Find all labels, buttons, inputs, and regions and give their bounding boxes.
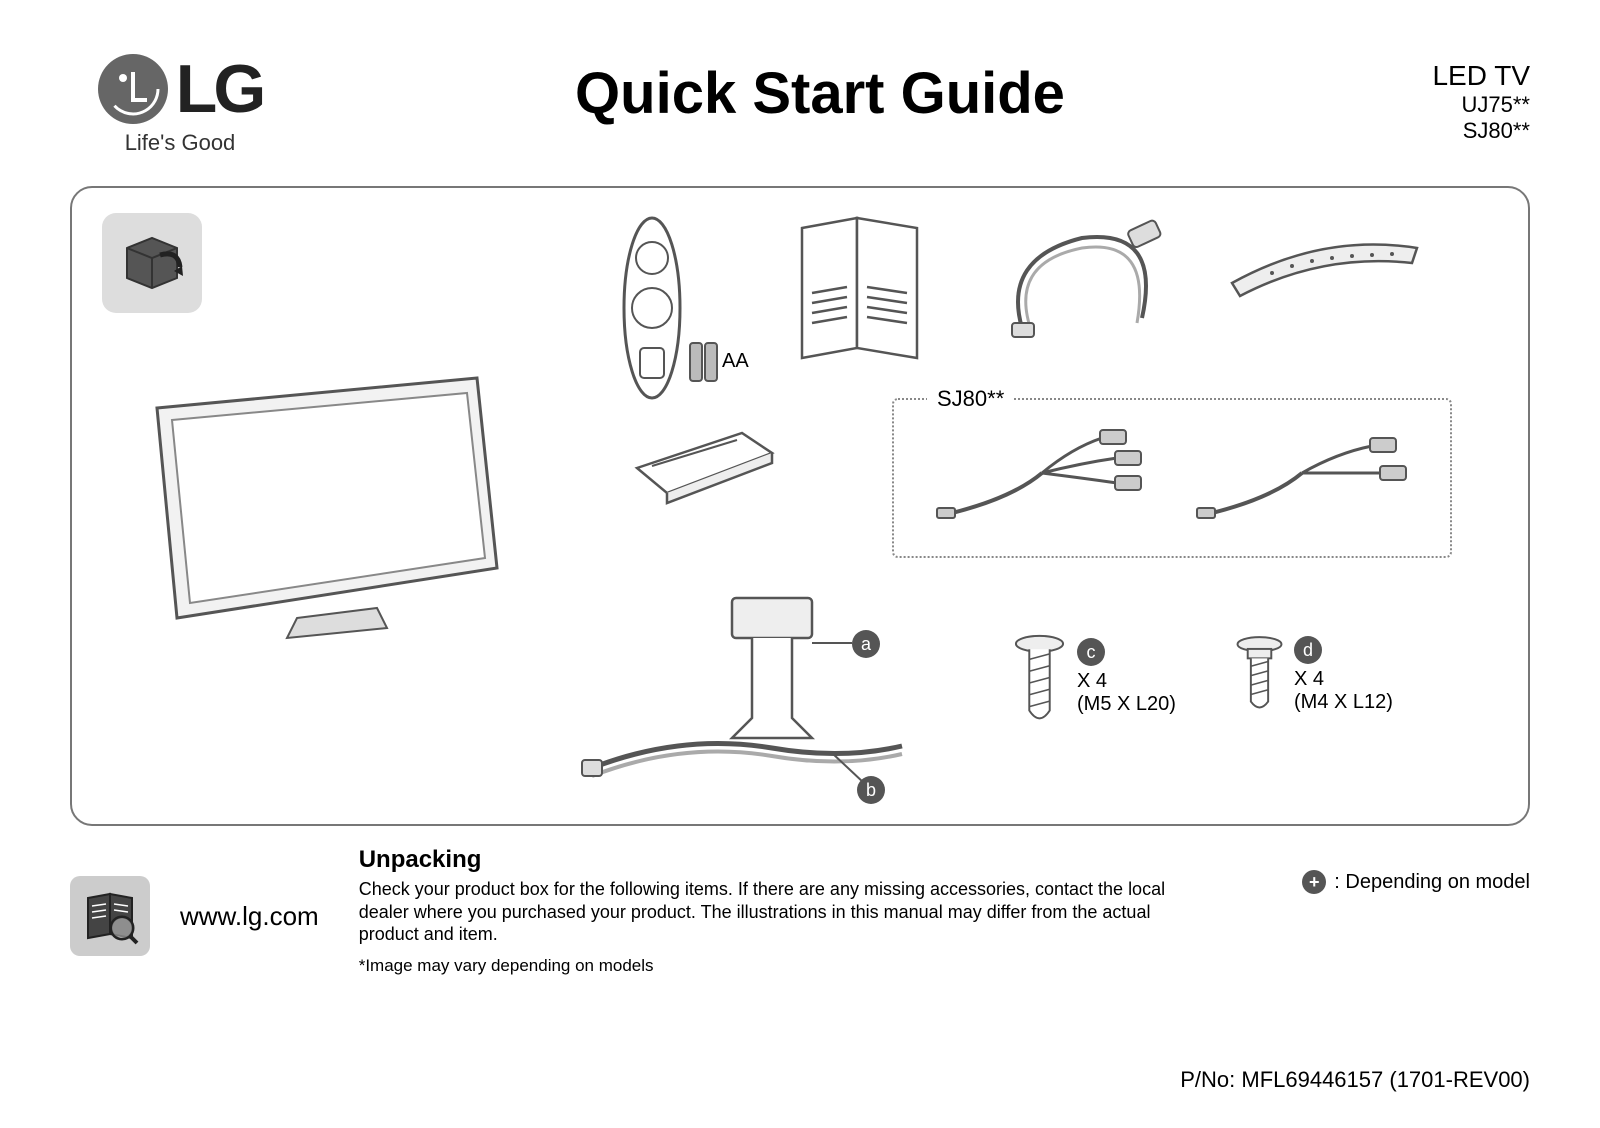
model-list: LED TV UJ75** SJ80** xyxy=(1350,60,1530,144)
unpacking-section: Unpacking Check your product box for the… xyxy=(359,846,1530,976)
label-c-badge: c xyxy=(1077,638,1105,666)
av-cable-2 xyxy=(1192,418,1412,538)
av-cable-1 xyxy=(932,418,1152,538)
plus-icon: + xyxy=(1302,870,1326,894)
screw-d-group: d X 4 (M4 X L12) xyxy=(1232,618,1432,758)
battery-label: AA xyxy=(722,350,749,373)
unbox-icon xyxy=(102,213,202,313)
variant-box-label: SJ80** xyxy=(927,386,1014,412)
manuals-illustration xyxy=(787,213,937,363)
label-a-badge: a xyxy=(852,630,880,658)
footer: www.lg.com Unpacking Check your product … xyxy=(70,846,1530,976)
brand-logo-block: LG Life's Good xyxy=(70,50,290,156)
brand-text: LG xyxy=(176,50,262,128)
label-d-badge: d xyxy=(1294,636,1322,664)
screw-c-spec: (M5 X L20) xyxy=(1077,693,1176,716)
depending-text: : Depending on model xyxy=(1334,871,1530,894)
manual-icon xyxy=(70,876,150,956)
depending-on-model-note: + : Depending on model xyxy=(1302,870,1530,894)
remote-and-batteries: AA xyxy=(612,208,752,388)
label-b-badge: b xyxy=(857,776,885,804)
contents-frame: AA xyxy=(70,186,1530,826)
unpacking-text: Check your product box for the following… xyxy=(359,878,1199,946)
stand-assembly-illustration: a b xyxy=(582,588,922,808)
stand-cover-illustration xyxy=(622,418,782,508)
lg-face-logo-icon xyxy=(98,54,168,124)
power-cable-illustration xyxy=(992,218,1172,358)
page-title: Quick Start Guide xyxy=(290,60,1350,127)
part-number: P/No: MFL69446157 (1701-REV00) xyxy=(1180,1067,1530,1093)
screw-d-spec: (M4 X L12) xyxy=(1294,691,1393,714)
screw-d-qty: X 4 xyxy=(1294,668,1393,691)
brand-tagline: Life's Good xyxy=(125,130,236,156)
unpacking-note: *Image may vary depending on models xyxy=(359,956,1530,976)
model-1: UJ75** xyxy=(1350,92,1530,118)
header: LG Life's Good Quick Start Guide LED TV … xyxy=(70,50,1530,156)
product-type: LED TV xyxy=(1350,60,1530,92)
screw-c-group: c X 4 (M5 X L20) xyxy=(1012,618,1212,758)
model-2: SJ80** xyxy=(1350,118,1530,144)
screw-c-qty: X 4 xyxy=(1077,670,1176,693)
tv-illustration xyxy=(137,368,517,648)
cable-tie-illustration xyxy=(1222,228,1422,308)
website-url: www.lg.com xyxy=(180,901,319,932)
